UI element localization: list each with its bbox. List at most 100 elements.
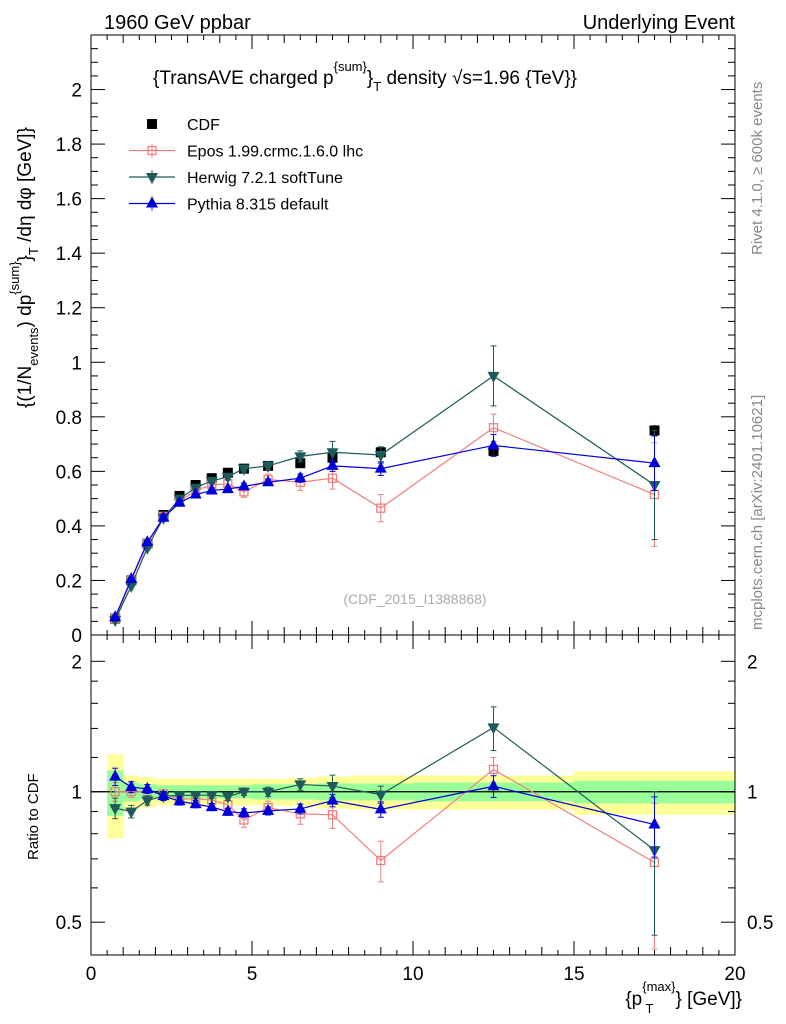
chart-title-part-c: s=1.96 {TeV}}: [462, 68, 577, 89]
ratio-series-3: [109, 767, 661, 858]
chart-title-close: }: [367, 68, 373, 89]
data-point: [294, 452, 307, 464]
ratio-point: [237, 787, 250, 799]
ratio-point: [294, 780, 307, 792]
mcplots-label: mcplots.cern.ch [arXiv:2401.10621]: [749, 395, 766, 630]
x-label-sub: T: [646, 1001, 654, 1016]
ratio-point: [141, 781, 154, 793]
y-label-part-a: {(1/N: [15, 366, 36, 408]
x-label-sup: {max}: [642, 979, 676, 994]
ratio-point: [141, 796, 154, 808]
ratio-point: [109, 769, 122, 781]
data-point: [487, 438, 500, 450]
data-point: [488, 423, 499, 433]
chart-title-part-b: density: [381, 68, 452, 89]
x-tick-label: 10: [402, 964, 423, 985]
data-point: [487, 371, 500, 383]
ratio-point: [109, 804, 122, 816]
ratio-point: [125, 807, 138, 819]
data-point: [237, 464, 250, 476]
analysis-watermark: (CDF_2015_I1388868): [343, 591, 486, 607]
x-tick-label: 15: [563, 964, 584, 985]
ratio-point: [326, 793, 339, 805]
legend-entry: Herwig 7.2.1 softTune: [129, 170, 343, 187]
data-point: [262, 475, 275, 487]
chart-title-part-a: {TransAVE charged p: [153, 68, 334, 89]
legend-entry: Epos 1.99.crmc.1.6.0 lhc: [129, 143, 363, 161]
main-plot-content: [109, 345, 661, 627]
ratio-ticks: 0 5 10 15 20 0.5 0.5 1 1 2 2: [56, 635, 773, 985]
ratio-point: [189, 791, 202, 803]
data-point: [326, 458, 339, 470]
ratio-point: [487, 779, 500, 791]
ratio-point: [189, 797, 202, 809]
y-tick-label: 0.8: [56, 408, 82, 429]
data-point: [125, 572, 138, 584]
data-point: [205, 476, 218, 488]
legend-marker: [146, 173, 158, 184]
data-point: [141, 543, 154, 555]
y-tick-label: 0: [71, 626, 82, 647]
ratio-point: [157, 789, 170, 801]
ratio-tick-label-left: 0.5: [56, 913, 82, 934]
data-point: [327, 473, 338, 483]
x-axis-label: {p{max} T } [GeV]}: [625, 979, 742, 1016]
ratio-point: [110, 787, 120, 797]
ratio-point: [262, 803, 275, 815]
header-right: Underlying Event: [583, 12, 736, 34]
ratio-point: [294, 801, 307, 813]
y-label-sub2: T: [26, 247, 41, 255]
ratio-point: [173, 794, 186, 806]
ratio-point: [262, 787, 275, 799]
data-point: [109, 610, 122, 622]
data-point: [157, 510, 170, 522]
legend-marker: [146, 196, 158, 208]
ratio-point: [487, 723, 500, 735]
ratio-point: [327, 810, 338, 820]
y-label-sup: {sum}: [7, 261, 22, 295]
ratio-panel: 0 5 10 15 20 0.5 0.5 1 1 2 2: [56, 634, 773, 985]
ratio-point: [221, 792, 234, 804]
data-point: [376, 503, 386, 513]
y-tick-label: 1.8: [56, 135, 82, 156]
ratio-point: [205, 800, 218, 812]
y-tick-label: 0.4: [56, 517, 83, 538]
data-point: [294, 471, 307, 483]
ratio-y-label: Ratio to CDF: [25, 773, 42, 860]
ratio-tick-label-left: 2: [71, 652, 82, 673]
data-point: [205, 483, 218, 495]
ratio-tick-label-right: 2: [747, 652, 758, 673]
data-point: [262, 461, 275, 473]
ratio-point: [376, 855, 386, 866]
data-point: [189, 487, 202, 499]
y-label-close: }: [15, 255, 36, 261]
y-tick-label: 1.2: [56, 299, 82, 320]
data-point: [326, 448, 339, 460]
y-axis-label: {(1/Nevents) dp{sum}}T /dη dφ [GeV]}: [7, 127, 41, 408]
data-point: [648, 456, 661, 468]
x-label-part-a: {p: [625, 989, 642, 1010]
y-tick-label: 0.2: [56, 571, 82, 592]
ratio-series-2: [109, 706, 661, 936]
ratio-point: [374, 802, 387, 814]
x-tick-label: 0: [86, 964, 97, 985]
ratio-point: [237, 805, 250, 817]
data-point: [374, 461, 387, 473]
y-label-part-b: ) dp: [15, 295, 36, 328]
ratio-point: [326, 782, 339, 794]
ratio-tick-label-left: 1: [71, 783, 82, 804]
y-tick-label: 1.4: [56, 244, 83, 265]
data-point: [221, 482, 234, 494]
main-panel: 0 0.2 0.4 0.6 0.8 1 1.2 1.4 1.6 1.8 2: [56, 34, 736, 647]
y-tick-label: 1.6: [56, 190, 82, 211]
legend-label: Pythia 8.315 default: [187, 197, 329, 214]
y-label-sub1: events: [26, 327, 41, 366]
main-ticks: 0 0.2 0.4 0.6 0.8 1 1.2 1.4 1.6 1.8 2: [56, 34, 736, 647]
x-label-part-b: } [GeV]}: [675, 989, 742, 1010]
ratio-point: [221, 804, 234, 816]
ratio-tick-label-right: 1: [747, 783, 758, 804]
ratio-point: [125, 780, 138, 792]
legend-marker: [147, 119, 157, 129]
data-point: [374, 451, 387, 462]
